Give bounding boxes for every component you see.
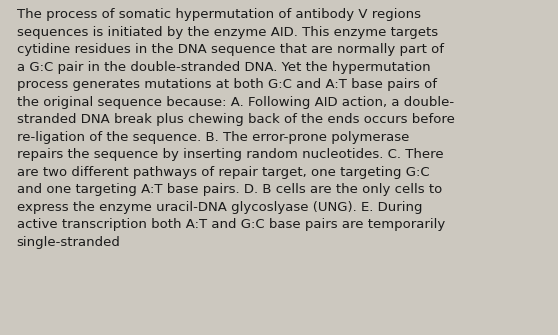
Text: The process of somatic hypermutation of antibody V regions
sequences is initiate: The process of somatic hypermutation of … (17, 8, 455, 249)
